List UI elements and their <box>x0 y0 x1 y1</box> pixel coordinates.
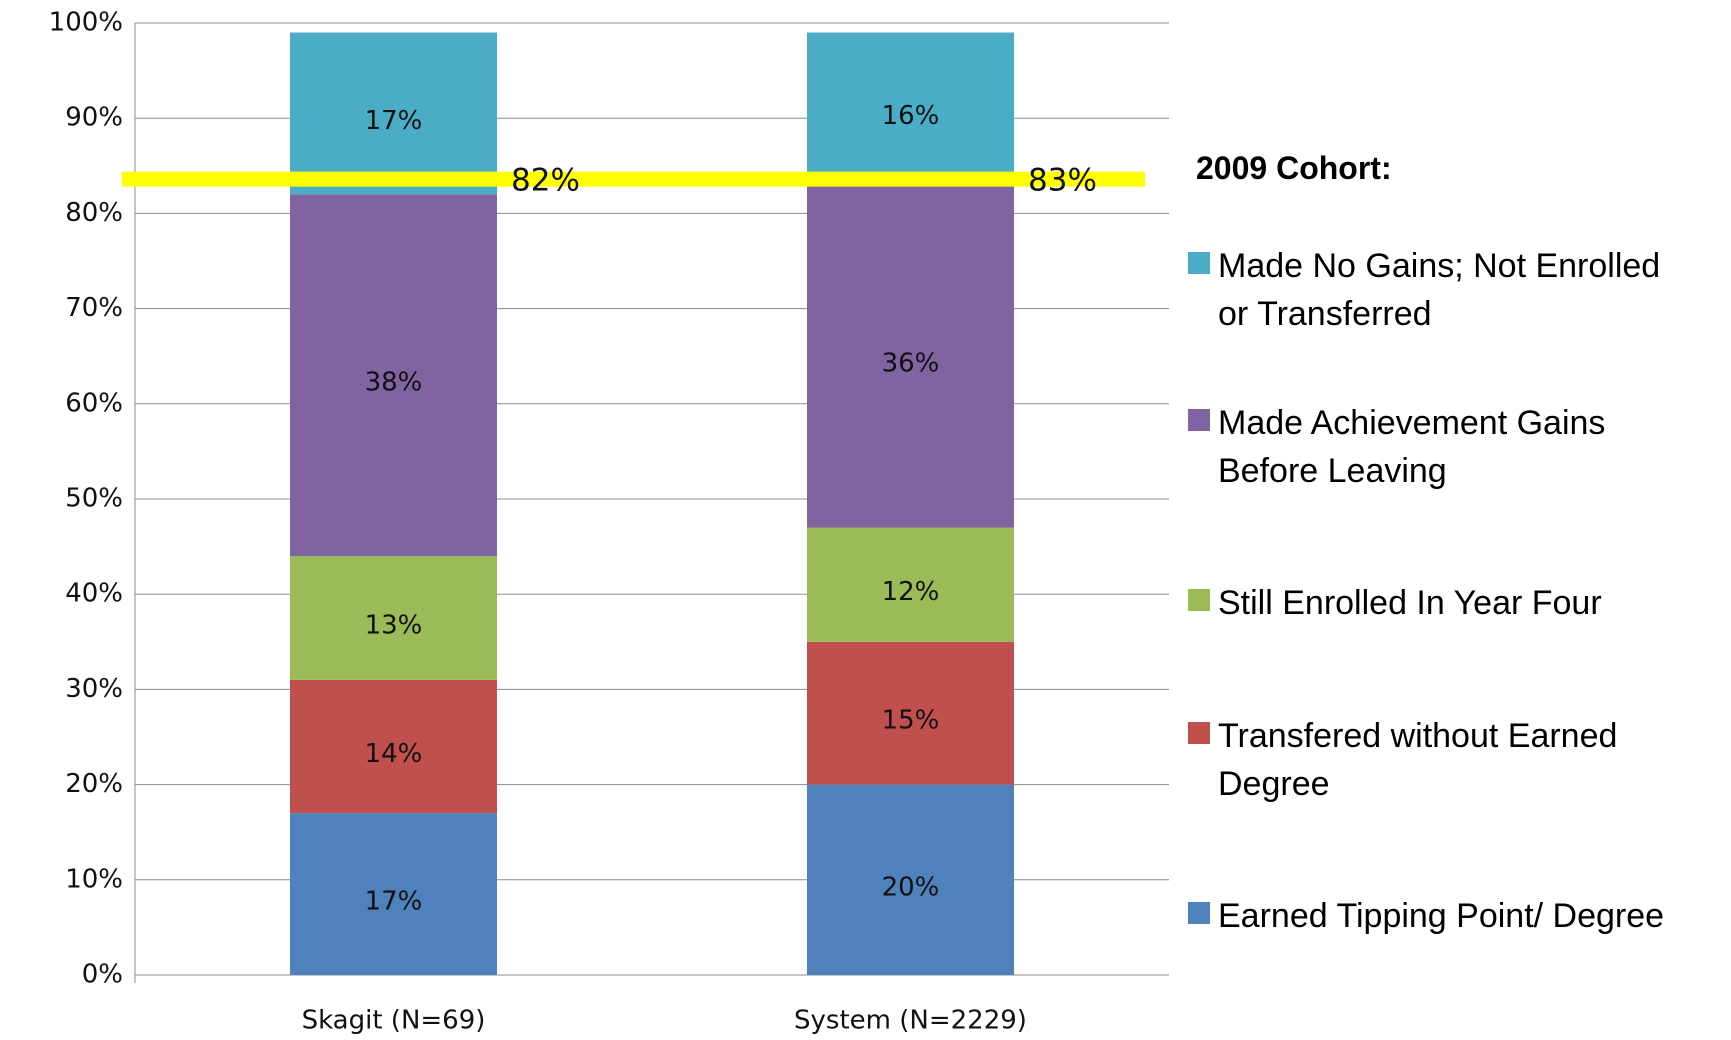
y-tick-label: 20% <box>65 769 123 799</box>
bar-segment <box>807 641 1014 785</box>
y-tick-label: 10% <box>65 864 123 894</box>
x-tick-label: System (N=2229) <box>794 1006 1027 1036</box>
legend-item: Earned Tipping Point/ Degree <box>1188 892 1728 940</box>
legend-item: Made Achievement Gains Before Leaving <box>1188 399 1728 495</box>
y-tick-label: 60% <box>65 388 123 418</box>
data-label: 17% <box>365 887 423 917</box>
bar-segment <box>290 556 497 680</box>
y-tick-label: 70% <box>65 293 123 323</box>
legend-item: Still Enrolled In Year Four <box>1188 579 1728 627</box>
annotation: 82% <box>511 163 580 199</box>
legend-item: Transfered without Earned Degree <box>1188 712 1728 808</box>
legend-swatch <box>1188 721 1210 744</box>
legend-item: Made No Gains; Not Enrolled or Transferr… <box>1188 242 1728 338</box>
legend-label: Made No Gains; Not Enrolled or Transferr… <box>1218 247 1661 333</box>
bar-segment <box>290 813 497 975</box>
data-label: 14% <box>365 739 423 769</box>
bar-segment <box>807 784 1014 975</box>
data-label: 36% <box>882 349 940 379</box>
legend-swatch <box>1188 902 1210 924</box>
y-tick-label: 50% <box>65 484 123 514</box>
legend-label: Transfered without Earned Degree <box>1218 716 1618 803</box>
legend-swatch <box>1188 589 1210 611</box>
bar-segment <box>290 194 497 557</box>
bar-segment <box>807 184 1014 528</box>
annotation: 83% <box>1028 163 1097 199</box>
legend-title: 2009 Cohort: <box>1196 150 1392 186</box>
legend-swatch <box>1188 408 1210 431</box>
bar-segment <box>290 679 497 814</box>
data-label: 38% <box>365 368 423 398</box>
y-tick-label: 100% <box>49 8 123 38</box>
y-tick-label: 0% <box>82 960 123 990</box>
y-tick-label: 80% <box>65 198 123 228</box>
x-tick-label: Skagit (N=69) <box>302 1006 486 1036</box>
data-label: 15% <box>882 706 940 736</box>
legend-label: Earned Tipping Point/ Degree <box>1218 897 1665 935</box>
data-label: 20% <box>882 872 940 902</box>
data-label: 17% <box>365 106 423 136</box>
legend-swatch <box>1188 252 1210 274</box>
data-label: 13% <box>365 611 423 641</box>
bar-segment <box>807 32 1014 185</box>
data-label: 12% <box>882 577 940 607</box>
data-label: 16% <box>882 101 940 131</box>
bar-segment <box>807 527 1014 642</box>
y-tick-label: 90% <box>65 103 123 133</box>
legend-label: Still Enrolled In Year Four <box>1218 584 1602 622</box>
legend-label: Made Achievement Gains Before Leaving <box>1218 403 1606 490</box>
y-tick-label: 30% <box>65 674 123 704</box>
bar-segment <box>290 32 497 195</box>
y-tick-label: 40% <box>65 579 123 609</box>
